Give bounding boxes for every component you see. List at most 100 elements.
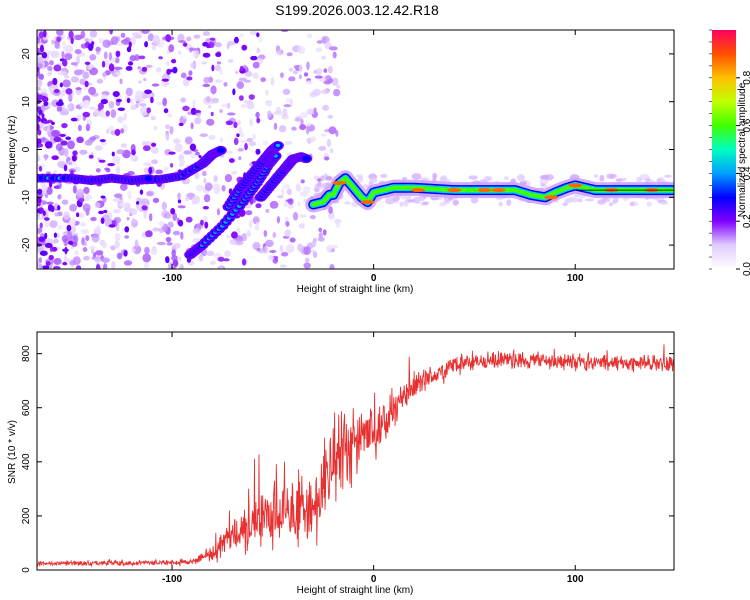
spectrogram-xtick-label: 0 [371, 273, 377, 284]
spectrogram-noise-blob [274, 256, 278, 261]
spectrogram-halo-blob [326, 176, 332, 180]
spectrogram-noise-blob [37, 209, 42, 213]
spectrogram-noise-blob [188, 70, 193, 76]
spectrogram-noise-blob [172, 212, 178, 222]
spectrogram-noise-blob [51, 121, 55, 126]
spectrogram-noise-blob [267, 255, 274, 261]
spectrogram-noise-blob [202, 83, 211, 88]
spectrogram-noise-blob [143, 77, 147, 82]
spectrogram-noise-blob [206, 118, 215, 126]
spectrogram-noise-blob [158, 56, 163, 60]
spectrogram-halo-blob [612, 197, 619, 204]
spectrogram-noise-blob [150, 247, 158, 256]
spectrogram-noise-blob [320, 89, 330, 95]
spectrogram-noise-blob [230, 170, 238, 175]
spectrogram-noise-blob [312, 251, 318, 258]
spectrogram-noise-blob [229, 239, 237, 245]
spectrogram-noise-blob [63, 164, 68, 172]
spectrogram-noise-blob [44, 154, 48, 161]
spectrogram-noise-blob [213, 175, 218, 183]
spectrogram-noise-blob [188, 47, 198, 51]
spectrogram-noise-blob [203, 76, 211, 84]
spectrogram-noise-blob [283, 201, 289, 208]
snr-ytick-label: 800 [21, 345, 32, 362]
spectrogram-noise-blob [131, 149, 136, 156]
spectrogram-noise-blob [48, 85, 53, 93]
spectrogram-noise-blob [126, 97, 131, 104]
snr-ytick-label: 0 [21, 567, 32, 573]
spectrogram-noise-blob [322, 229, 327, 236]
spectrogram-noise-blob [53, 266, 61, 269]
spectrogram-noise-blob [195, 184, 204, 192]
spectrogram-halo-blob [620, 177, 627, 182]
spectrogram-noise-blob [48, 255, 54, 261]
spectrogram-noise-blob [211, 97, 220, 104]
spectrogram-noise-blob [130, 104, 137, 111]
spectrogram-noise-blob [108, 52, 113, 61]
spectrogram-noise-blob [219, 67, 224, 76]
spectrogram-noise-blob [141, 30, 150, 34]
spectrogram-noise-blob [233, 137, 239, 146]
spectrogram-noise-blob [244, 79, 251, 83]
spectrogram-xlabel: Height of straight line (km) [297, 284, 414, 295]
spectrogram-noise-blob [101, 141, 107, 146]
spectrogram-noise-blob [331, 77, 339, 86]
spectrogram-halo-blob [380, 173, 388, 178]
figure-title: S199.2026.003.12.42.R18 [275, 2, 439, 18]
spectrogram-noise-blob [233, 121, 238, 129]
spectrogram-noise-blob [84, 38, 89, 42]
spectrogram-noise-blob [177, 199, 182, 204]
spectrogram-noise-blob [37, 261, 42, 268]
spectrogram-noise-blob [95, 51, 101, 55]
spectrogram-noise-blob [64, 246, 68, 255]
spectrogram-noise-blob [214, 79, 223, 84]
spectrogram-noise-blob [328, 206, 333, 214]
spectrogram-noise-blob [236, 81, 245, 90]
ridge-hotspot [544, 195, 559, 200]
spectrogram-noise-blob [284, 141, 293, 145]
spectrogram-noise-blob [255, 111, 260, 119]
snr-ytick-label: 400 [21, 453, 32, 470]
spectrogram-noise-blob [144, 89, 152, 95]
spectrogram-noise-blob [223, 82, 228, 87]
spectrogram-halo-blob [539, 179, 549, 185]
spectrogram-noise-blob [120, 128, 125, 134]
spectrogram-noise-blob [90, 216, 97, 222]
spectrogram-halo-blob [344, 201, 351, 205]
spectrogram-noise-blob [216, 208, 221, 216]
spectrogram-noise-blob [178, 40, 187, 44]
spectrogram-noise-blob [38, 31, 45, 39]
spectrogram-noise-blob [134, 239, 139, 249]
spectrogram-noise-blob [265, 208, 270, 214]
spectrogram-noise-blob [37, 163, 46, 168]
spectrogram-noise-blob [37, 36, 40, 44]
spectrogram-noise-blob [279, 264, 287, 268]
spectrogram-noise-blob [103, 209, 108, 214]
spectrogram-halo-blob [664, 174, 672, 178]
spectrogram-noise-blob [322, 104, 330, 111]
spectrogram-noise-blob [91, 234, 100, 243]
colorbar-gradient [712, 30, 736, 269]
spectrogram-noise-blob [172, 230, 181, 236]
spectrogram-noise-blob [53, 238, 59, 244]
spectrogram-halo-blob [577, 198, 583, 203]
spectrogram-halo-blob [593, 174, 599, 178]
spectrogram-noise-blob [125, 87, 133, 97]
spectrogram-noise-blob [182, 78, 190, 87]
spectrogram-noise-blob [63, 211, 71, 220]
spectrogram-ylabel: Frequency (Hz) [7, 116, 18, 185]
spectrogram-noise-blob [297, 201, 301, 207]
spectrogram-noise-blob [315, 47, 323, 52]
spectrogram-noise-blob [51, 246, 58, 252]
spectrogram-noise-blob [298, 223, 305, 229]
spectrogram-noise-blob [115, 98, 122, 103]
spectrogram-noise-blob [239, 132, 245, 138]
spectrogram-noise-blob [141, 66, 148, 72]
spectrogram-noise-blob [123, 202, 131, 211]
spectrogram-ytick-label: 0 [21, 146, 32, 152]
spectrogram-noise-blob [240, 139, 249, 143]
spectrogram-noise-blob [218, 266, 223, 269]
spectrogram-noise-blob [215, 52, 222, 58]
spectrogram-noise-blob [59, 82, 63, 88]
